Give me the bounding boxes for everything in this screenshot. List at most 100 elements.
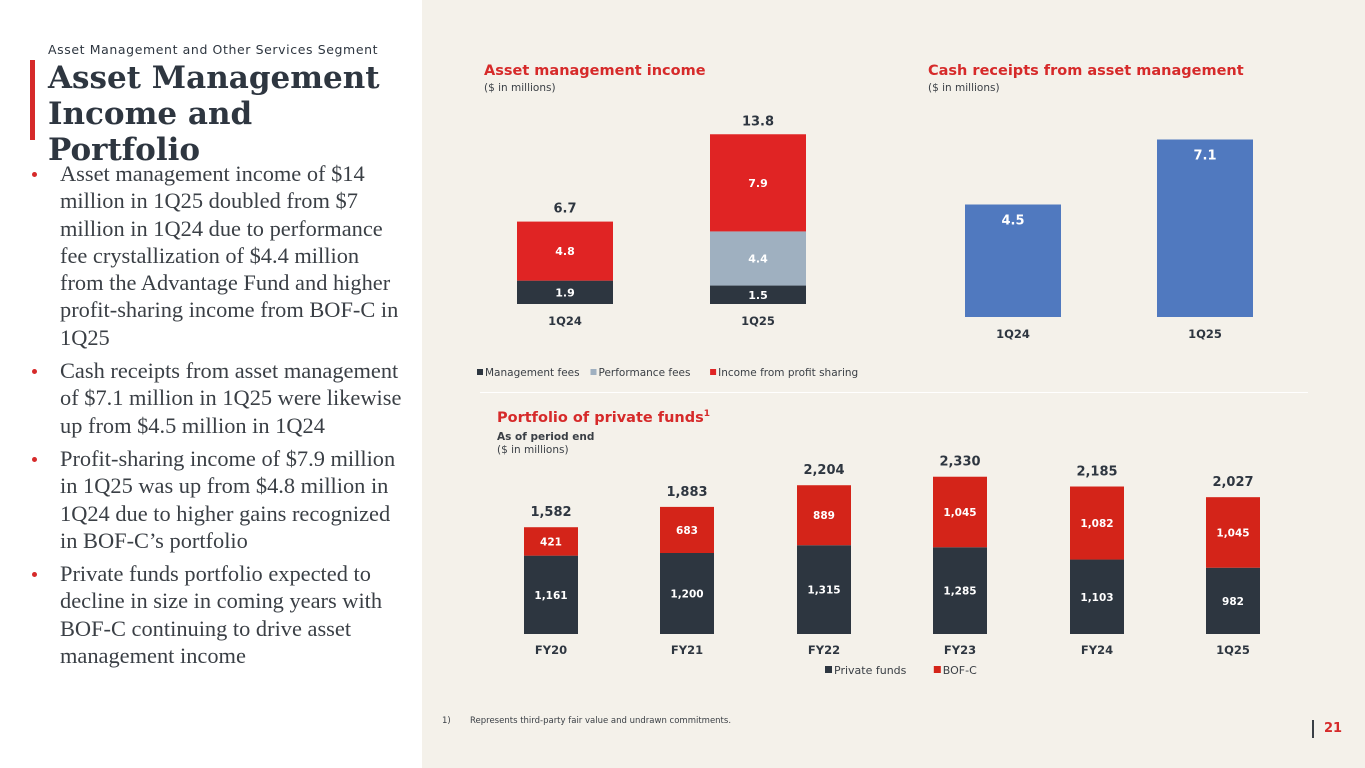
portfolio-segment-label: 1,045 [1216, 527, 1249, 539]
portfolio-segment-label: 1,082 [1080, 518, 1113, 530]
section-divider [480, 392, 1308, 393]
left-panel: Asset Management and Other Services Segm… [0, 0, 422, 768]
portfolio-total-label: 1,582 [530, 505, 571, 520]
footnote-marker: 1 [703, 409, 710, 419]
portfolio-segment-label: 1,161 [534, 590, 567, 602]
portfolio-total-label: 2,027 [1212, 475, 1253, 490]
bullet-text: Asset management income of $14 million i… [60, 161, 399, 350]
portfolio-segment-label: 421 [540, 536, 562, 548]
portfolio-bar-segment [797, 485, 851, 546]
bullet-dot-icon [32, 369, 37, 375]
bullet-item: Profit-sharing income of $7.9 million in… [28, 445, 408, 554]
bullet-dot-icon [32, 172, 37, 177]
portfolio-bar-segment [1206, 497, 1260, 568]
portfolio-chart-subtitle-2: ($ in millions) [497, 444, 569, 456]
bullet-item: Asset management income of $14 million i… [28, 160, 408, 351]
legend-swatch [590, 369, 597, 375]
bullet-item: Cash receipts from asset management of $… [28, 357, 408, 439]
portfolio-bar-segment [1070, 559, 1124, 634]
legend-swatch [477, 369, 483, 375]
income-segment-label: 7.9 [748, 177, 768, 190]
portfolio-category-label: 1Q25 [1216, 643, 1250, 657]
cash-category-label: 1Q24 [996, 327, 1030, 341]
legend-label: Management fees [485, 367, 580, 379]
income-total-label: 6.7 [553, 202, 576, 217]
page-number-separator [1312, 720, 1314, 738]
income-bar-segment [517, 280, 613, 304]
portfolio-total-label: 2,204 [803, 463, 844, 478]
income-segment-label: 4.8 [555, 245, 575, 258]
income-segment-label: 1.5 [748, 289, 768, 302]
cash-bar [1157, 139, 1253, 317]
portfolio-total-label: 1,883 [666, 485, 707, 500]
income-bar-segment [710, 285, 806, 304]
income-bar-segment [517, 221, 613, 281]
income-chart-title: Asset management income [484, 63, 706, 79]
cash-bar [965, 204, 1061, 317]
legend-label: Income from profit sharing [718, 367, 858, 379]
portfolio-bar-segment [797, 545, 851, 634]
portfolio-bar-segment [524, 555, 578, 634]
bullet-dot-icon [32, 572, 37, 578]
income-category-label: 1Q25 [741, 314, 775, 328]
portfolio-bar-segment [660, 553, 714, 634]
income-bar-segment [710, 134, 806, 232]
portfolio-bar-segment [660, 506, 714, 553]
portfolio-segment-label: 1,315 [807, 585, 840, 597]
cash-value-label: 4.5 [1001, 214, 1024, 229]
cash-chart-title: Cash receipts from asset management [928, 63, 1244, 79]
portfolio-segment-label: 1,285 [943, 586, 976, 598]
portfolio-bar-segment [1070, 486, 1124, 560]
title-accent-bar [30, 60, 35, 140]
segment-label: Asset Management and Other Services Segm… [48, 42, 379, 57]
portfolio-category-label: FY24 [1081, 643, 1113, 657]
footnote: 1) Represents third-party fair value and … [442, 716, 731, 726]
bullet-dot-icon [32, 456, 37, 462]
legend-swatch [825, 666, 832, 673]
portfolio-chart-title: Portfolio of private funds1 [497, 409, 710, 426]
income-bar-segment [710, 231, 806, 286]
portfolio-segment-label: 982 [1222, 596, 1244, 608]
page-title-line-2: Income and Portfolio [48, 96, 253, 168]
cash-chart-subtitle: ($ in millions) [928, 82, 1000, 94]
legend-label: BOF-C [943, 664, 977, 677]
income-segment-label: 1.9 [555, 286, 575, 299]
bullet-list: Asset management income of $14 million i… [28, 160, 408, 675]
portfolio-segment-label: 1,200 [670, 589, 703, 601]
bullet-text: Profit-sharing income of $7.9 million in… [60, 445, 396, 553]
income-chart-subtitle: ($ in millions) [484, 82, 556, 94]
portfolio-segment-label: 1,045 [943, 507, 976, 519]
page-title-line-1: Asset Management [48, 60, 380, 96]
cash-category-label: 1Q25 [1188, 327, 1222, 341]
portfolio-category-label: FY22 [808, 643, 840, 657]
bullet-item: Private funds portfolio expected to decl… [28, 560, 408, 669]
bullet-text: Private funds portfolio expected to decl… [60, 561, 383, 669]
portfolio-total-label: 2,185 [1076, 465, 1117, 480]
portfolio-segment-label: 683 [676, 525, 698, 537]
portfolio-chart-subtitle-1: As of period end [497, 431, 595, 443]
income-total-label: 13.8 [742, 114, 774, 129]
portfolio-segment-label: 1,103 [1080, 592, 1113, 604]
bullet-text: Cash receipts from asset management of $… [60, 358, 402, 438]
legend-swatch [710, 369, 717, 375]
income-category-label: 1Q24 [548, 314, 582, 328]
legend-swatch [933, 666, 941, 673]
portfolio-bar-segment [933, 476, 987, 548]
portfolio-category-label: FY20 [535, 643, 567, 657]
footnote-number: 1) [442, 716, 451, 726]
footnote-text: Represents third-party fair value and un… [470, 716, 732, 726]
portfolio-category-label: FY21 [671, 643, 703, 657]
income-segment-label: 4.4 [748, 252, 768, 265]
page-title: Asset Management Income and Portfolio [48, 60, 408, 168]
portfolio-bar-segment [524, 527, 578, 556]
portfolio-chart-title-text: Portfolio of private funds [497, 409, 704, 426]
portfolio-bar-segment [1206, 567, 1260, 634]
portfolio-bar-segment [933, 547, 987, 634]
portfolio-segment-label: 889 [813, 510, 835, 522]
portfolio-total-label: 2,330 [939, 455, 980, 470]
right-panel [422, 0, 1365, 768]
cash-value-label: 7.1 [1193, 149, 1216, 164]
page-number: 21 [1324, 721, 1343, 736]
legend-label: Performance fees [599, 367, 691, 379]
